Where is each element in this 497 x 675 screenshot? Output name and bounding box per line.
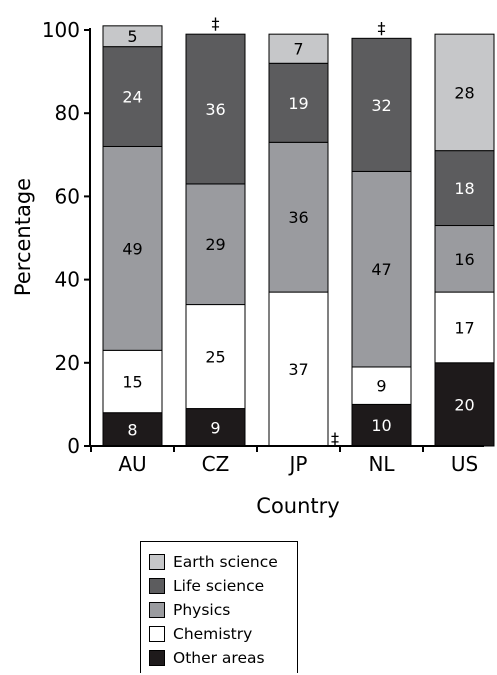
x-tick-label: NL xyxy=(368,452,395,476)
data-label: 32 xyxy=(371,96,391,115)
data-label: 17 xyxy=(454,318,474,337)
legend-label: Earth science xyxy=(173,553,278,571)
x-tick-label: US xyxy=(451,452,478,476)
bar-segment-physics xyxy=(351,170,412,368)
bar-segment-physics xyxy=(185,183,246,306)
bar-segment-physics xyxy=(268,141,329,293)
x-tick-label: CZ xyxy=(202,452,230,476)
bar-segment-other-areas xyxy=(102,412,163,447)
data-label: 18 xyxy=(454,179,474,198)
bar-segment-life-science xyxy=(185,33,246,185)
data-label: 28 xyxy=(454,83,474,102)
axes-layer: AU CZ JP NL US 0 20 40 60 80 100 xyxy=(42,18,484,476)
data-label: 36 xyxy=(288,208,308,227)
bar-segment-earth-science xyxy=(434,33,495,152)
data-label: 37 xyxy=(288,360,308,379)
data-label: 49 xyxy=(122,239,142,258)
legend-label: Other areas xyxy=(173,649,265,667)
data-label: 29 xyxy=(205,235,225,254)
bar-segment-chemistry xyxy=(351,366,412,405)
data-label: 19 xyxy=(288,94,308,113)
stacked-bar-chart: 8 15 49 24 5 9 25 29 36 ‡ ‡ 37 36 19 7 10 9 47 32 ‡ 20 17 16 18… xyxy=(11,14,495,518)
legend-swatch-other-areas xyxy=(149,650,165,666)
bar-segment-life-science xyxy=(434,150,495,227)
suppressed-data-marker: ‡ xyxy=(331,429,339,448)
legend-item-other-areas: Other areas xyxy=(149,646,297,670)
data-label: 15 xyxy=(122,373,142,392)
data-label: 7 xyxy=(293,40,303,59)
bar-segment-physics xyxy=(434,225,495,293)
x-axis-title: Country xyxy=(256,494,339,518)
x-tick-label: AU xyxy=(118,452,146,476)
legend-item-life-science: Life science xyxy=(149,574,297,598)
y-tick-label: 0 xyxy=(67,434,80,458)
legend-label: Life science xyxy=(173,577,265,595)
data-label: 36 xyxy=(205,100,225,119)
data-label: 20 xyxy=(454,395,474,414)
bar-segment-chemistry xyxy=(268,291,329,447)
legend-swatch-life-science xyxy=(149,578,165,594)
legend-swatch-earth-science xyxy=(149,554,165,570)
y-axis-title: Percentage xyxy=(11,178,35,296)
data-label: 47 xyxy=(371,260,391,279)
legend-label: Chemistry xyxy=(173,625,253,643)
bar-segment-life-science xyxy=(102,46,163,147)
y-tick-label: 60 xyxy=(55,184,80,208)
legend-item-earth-science: Earth science xyxy=(149,550,297,574)
y-tick-label: 20 xyxy=(55,351,80,375)
data-label: 8 xyxy=(127,420,137,439)
data-label: 9 xyxy=(376,377,386,396)
bars-layer: 8 15 49 24 5 9 25 29 36 ‡ ‡ 37 36 19 7 10 9 47 32 ‡ 20 17 16 18… xyxy=(102,14,495,448)
y-tick-label: 80 xyxy=(55,101,80,125)
data-label: 9 xyxy=(210,418,220,437)
y-tick-label: 100 xyxy=(42,18,80,42)
y-tick-label: 40 xyxy=(55,268,80,292)
legend-swatch-physics xyxy=(149,602,165,618)
data-label: 25 xyxy=(205,348,225,367)
legend: Earth science Life science Physics Chemi… xyxy=(140,541,298,673)
legend-item-physics: Physics xyxy=(149,598,297,622)
bar-segment-earth-science xyxy=(268,33,329,64)
bar-segment-chemistry xyxy=(434,291,495,364)
bar-segment-other-areas xyxy=(351,403,412,447)
bar-segment-chemistry xyxy=(185,304,246,410)
legend-swatch-chemistry xyxy=(149,626,165,642)
data-label: 5 xyxy=(127,27,137,46)
suppressed-data-marker: ‡ xyxy=(212,14,220,33)
legend-label: Physics xyxy=(173,601,231,619)
suppressed-data-marker: ‡ xyxy=(378,18,386,37)
bar-segment-chemistry xyxy=(102,349,163,414)
data-label: 16 xyxy=(454,250,474,269)
bar-segment-life-science xyxy=(351,37,412,172)
bar-segment-earth-science xyxy=(102,25,163,48)
data-label: 10 xyxy=(371,416,391,435)
legend-item-chemistry: Chemistry xyxy=(149,622,297,646)
x-tick-label: JP xyxy=(288,452,308,476)
data-label: 24 xyxy=(122,88,142,107)
